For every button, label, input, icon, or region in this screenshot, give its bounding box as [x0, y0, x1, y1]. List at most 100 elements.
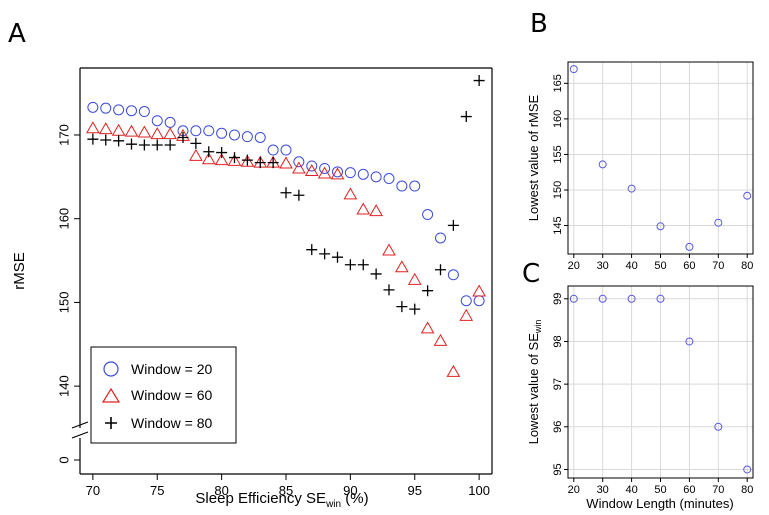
- legend-marker-window-80: [105, 417, 117, 429]
- chart-a-x-tick-label: 90: [343, 483, 357, 498]
- chart-c-y-tick-label: 97: [552, 378, 564, 390]
- chart-b-points: [569, 65, 752, 251]
- point-window-60: [459, 308, 474, 321]
- point-window-80: [164, 139, 176, 151]
- point-window-20: [460, 295, 472, 307]
- point-window-20: [319, 162, 331, 174]
- point-window-20: [306, 160, 318, 172]
- point-window-20: [370, 171, 382, 183]
- point-window-20: [216, 127, 228, 139]
- legend-marker-window-60: [101, 387, 121, 403]
- point-window-60: [304, 163, 319, 176]
- chart-c-x-tick-label: 40: [625, 484, 637, 496]
- chart-c-x-axis-title: Window Length (minutes): [586, 496, 733, 511]
- chart-a-points: [86, 75, 486, 377]
- chart-c-y-ticks: 95 96 97 98 99: [552, 293, 568, 476]
- chart-a-x-axis-title-sub: win: [325, 499, 341, 510]
- point-window-60: [420, 321, 435, 334]
- point-window-20: [280, 144, 292, 156]
- chart-a-y-tick-label-break: 0: [57, 456, 72, 463]
- chart-b-point: [685, 242, 694, 251]
- chart-b-point: [598, 160, 607, 169]
- chart-b-y-ticks: 145 150 155 160 165: [552, 74, 568, 235]
- point-window-80: [87, 133, 99, 145]
- point-window-20: [344, 167, 356, 179]
- chart-c-y-axis-title: Lowest value of SEwin: [526, 320, 543, 445]
- chart-a-y-axis-title: rMSE: [11, 252, 28, 290]
- legend-label-window-60: Window = 60: [131, 387, 213, 403]
- point-window-80: [435, 264, 446, 276]
- point-window-20: [190, 125, 202, 137]
- point-window-20: [87, 101, 99, 113]
- chart-a-x-tick-label: 100: [468, 483, 490, 498]
- point-window-60: [343, 187, 358, 200]
- point-window-20: [383, 173, 395, 185]
- point-window-80: [216, 147, 228, 159]
- point-window-80: [267, 157, 279, 169]
- chart-c-y-tick-label: 96: [552, 421, 564, 433]
- point-window-60: [98, 122, 113, 135]
- point-window-60: [124, 124, 139, 137]
- point-window-20: [138, 106, 150, 118]
- point-window-60: [446, 364, 461, 377]
- point-window-20: [409, 180, 421, 192]
- chart-b-y-axis-title: Lowest value of rMSE: [526, 94, 541, 221]
- point-window-80: [396, 301, 408, 313]
- point-window-20: [151, 115, 163, 127]
- point-window-60: [330, 167, 345, 180]
- chart-c-point: [656, 294, 665, 303]
- point-window-20: [473, 295, 485, 307]
- chart-a-x-tick-label: 75: [150, 483, 164, 498]
- chart-c-grid: [568, 286, 753, 478]
- chart-b: 20 30 40 50 60 70 80 145 150 155 160 165 Lowest va…: [526, 61, 754, 272]
- point-window-20: [113, 104, 125, 116]
- chart-b-x-tick-label: 50: [654, 260, 666, 272]
- chart-b-y-tick-label: 160: [552, 110, 564, 128]
- chart-b-x-tick-label: 60: [683, 260, 695, 272]
- chart-a-x-axis-title: Sleep Efficiency SEwin (%): [195, 490, 368, 510]
- point-window-80: [280, 187, 292, 199]
- chart-c-point: [627, 294, 636, 303]
- point-window-20: [435, 232, 446, 244]
- chart-c: 20 30 40 50 60 70 80 95 96 97 98 99 Lowest value o…: [526, 285, 754, 511]
- panel-letter-c: C: [522, 259, 540, 289]
- point-window-20: [229, 129, 240, 141]
- chart-c-points: [569, 294, 752, 474]
- chart-c-x-tick-label: 80: [741, 484, 753, 496]
- chart-c-point: [598, 294, 607, 303]
- point-window-80: [409, 303, 421, 315]
- point-window-80: [447, 219, 459, 231]
- chart-b-point: [714, 218, 723, 227]
- chart-a: 70 75 80 85 90 95 100 140 150 160 170 0 rMSE Slee…: [11, 67, 493, 510]
- chart-c-x-tick-label: 60: [683, 484, 695, 496]
- point-window-20: [332, 166, 343, 178]
- point-window-60: [356, 202, 371, 215]
- chart-c-point: [569, 294, 578, 303]
- point-window-60: [292, 161, 306, 174]
- point-window-80: [332, 251, 343, 263]
- chart-b-x-ticks: 20 30 40 50 60 70 80: [568, 254, 753, 272]
- chart-b-y-tick-label: 165: [552, 74, 564, 92]
- chart-a-x-tick-label: 80: [214, 483, 228, 498]
- chart-b-x-tick-label: 80: [741, 260, 753, 272]
- point-window-80: [138, 139, 150, 151]
- point-window-20: [164, 116, 176, 128]
- point-window-60: [433, 333, 448, 346]
- chart-c-x-tick-label: 20: [568, 484, 580, 496]
- point-window-80: [357, 259, 369, 271]
- chart-c-x-tick-label: 50: [654, 484, 666, 496]
- chart-b-point: [569, 65, 578, 74]
- point-window-60: [214, 153, 229, 166]
- point-window-80: [383, 284, 395, 296]
- chart-b-x-tick-label: 40: [625, 260, 637, 272]
- point-window-60: [369, 204, 383, 217]
- point-window-80: [190, 137, 202, 149]
- point-window-60: [137, 125, 152, 138]
- chart-a-y-tick-label: 150: [57, 292, 72, 314]
- chart-a-y-tick-label: 140: [57, 375, 72, 397]
- point-window-80: [344, 259, 356, 271]
- chart-a-x-ticks: 70 75 80 85 90 95 100: [86, 474, 490, 498]
- point-window-80: [203, 146, 215, 158]
- point-window-60: [382, 243, 396, 256]
- chart-a-x-tick-label: 95: [408, 483, 422, 498]
